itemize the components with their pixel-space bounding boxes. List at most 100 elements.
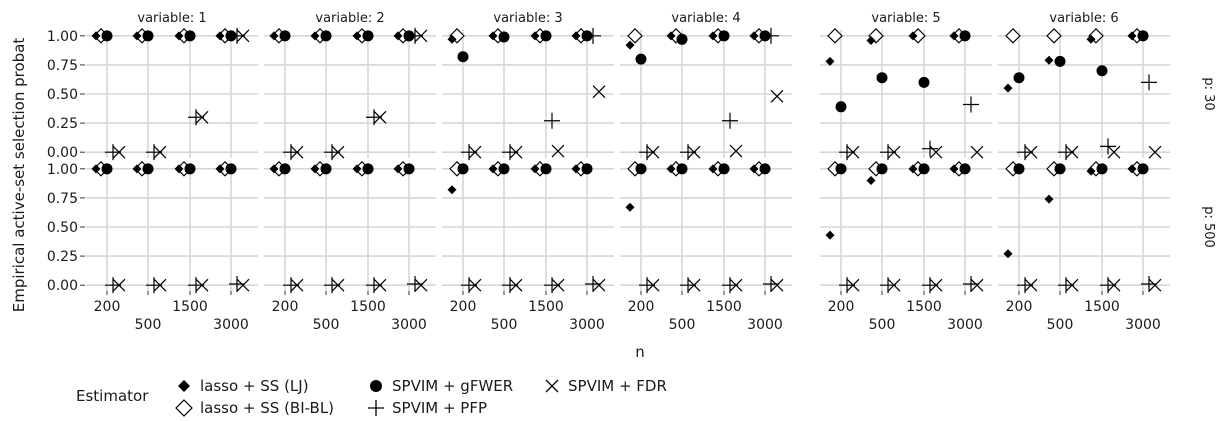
point-spvim-gfwer: [1096, 163, 1108, 175]
point-lasso-ss-lj: [1003, 249, 1013, 259]
point-spvim-gfwer: [1013, 163, 1025, 175]
point-spvim-fdr: [551, 278, 565, 292]
point-spvim-fdr: [592, 85, 606, 99]
point-lasso-ss-lj: [749, 164, 759, 174]
point-spvim-fdr: [290, 145, 304, 159]
point-lasso-ss-lj: [1086, 166, 1096, 176]
point-lasso-ss-lj: [625, 40, 635, 50]
point-spvim-fdr: [414, 278, 428, 292]
point-lasso-ss-lj: [215, 164, 225, 174]
point-lasso-ss-lj: [908, 31, 918, 41]
legend-item-spvim-gfwer: SPVIM + gFWER: [366, 376, 513, 396]
point-spvim-fdr: [970, 278, 984, 292]
point-spvim-fdr: [1065, 278, 1079, 292]
legend-item-lasso-bibl: lasso + SS (BI-BL): [174, 398, 334, 418]
point-spvim-fdr: [236, 29, 250, 43]
point-lasso-ss-lj: [749, 31, 759, 41]
x-tick-label: 200: [828, 299, 855, 315]
point-lasso-ss-lj: [949, 164, 959, 174]
point-spvim-fdr: [729, 144, 743, 158]
point-spvim-fdr: [929, 278, 943, 292]
x-tick-label: 500: [869, 317, 896, 333]
facet-row-label: p: 30: [1201, 77, 1216, 110]
point-lasso-ss-lj: [666, 164, 676, 174]
point-spvim-fdr: [1065, 145, 1079, 159]
x-tick-label: 1500: [528, 299, 564, 315]
point-spvim-gfwer: [362, 163, 374, 175]
legend-label: SPVIM + PFP: [392, 399, 488, 417]
point-lasso-ss-lj: [488, 31, 498, 41]
point-lasso-ss-lj: [530, 31, 540, 41]
point-spvim-gfwer: [676, 163, 688, 175]
point-spvim-fdr: [153, 145, 167, 159]
point-spvim-pfp: [963, 96, 979, 113]
point-spvim-gfwer: [101, 30, 113, 42]
point-spvim-fdr: [887, 278, 901, 292]
point-spvim-fdr: [687, 145, 701, 159]
legend-label: lasso + SS (BI-BL): [200, 399, 335, 417]
y-tick-label: 0.00: [47, 145, 78, 161]
x-tick-label: 3000: [1125, 317, 1161, 333]
x-tick-label: 1500: [1084, 299, 1120, 315]
point-spvim-fdr: [592, 278, 606, 292]
point-spvim-gfwer: [362, 30, 374, 42]
legend-label: lasso + SS (LJ): [200, 377, 309, 395]
point-spvim-fdr: [373, 110, 387, 124]
point-lasso-ss-lj: [866, 35, 876, 45]
point-lasso-ss-lj: [530, 164, 540, 174]
point-lasso-ss-lj: [1003, 83, 1013, 93]
point-spvim-gfwer: [635, 53, 647, 65]
point-spvim-fdr: [1148, 145, 1162, 159]
point-lasso-ss-lj: [825, 230, 835, 240]
point-lasso-ss-lj: [447, 34, 457, 44]
y-tick-label: 0.75: [47, 58, 78, 74]
x-tick-label: 200: [1006, 299, 1033, 315]
point-lasso-ss-lj: [269, 31, 279, 41]
x-axis-title: n: [635, 343, 645, 361]
legend: Estimator lasso + SS (LJ) lasso + SS (BI…: [76, 376, 776, 420]
x-tick-label: 500: [1047, 317, 1074, 333]
point-spvim-gfwer: [142, 30, 154, 42]
point-spvim-pfp: [585, 27, 601, 44]
x-tick-label: 3000: [747, 317, 783, 333]
point-lasso-ss-lj: [1086, 34, 1096, 44]
y-axis-title: Empirical active-set selection probat: [10, 38, 28, 313]
x-tick-label: 1500: [172, 299, 208, 315]
y-tick-label: 0.75: [47, 191, 78, 207]
point-spvim-gfwer: [1054, 55, 1066, 67]
point-spvim-fdr: [846, 145, 860, 159]
x-tick-label: 1500: [706, 299, 742, 315]
point-spvim-fdr: [195, 110, 209, 124]
point-spvim-gfwer: [457, 163, 469, 175]
point-spvim-gfwer: [540, 163, 552, 175]
x-tick-label: 1500: [350, 299, 386, 315]
point-lasso-ss-lj: [866, 175, 876, 185]
point-spvim-fdr: [236, 278, 250, 292]
point-lasso-ss-lj: [488, 164, 498, 174]
point-spvim-fdr: [153, 278, 167, 292]
x-tick-label: 200: [450, 299, 477, 315]
point-spvim-gfwer: [876, 72, 888, 84]
point-spvim-fdr: [290, 278, 304, 292]
point-spvim-fdr: [1024, 278, 1038, 292]
point-lasso-ss-bi-bl: [627, 28, 643, 44]
point-spvim-fdr: [729, 278, 743, 292]
x-tick-label: 500: [135, 317, 162, 333]
point-spvim-gfwer: [498, 31, 510, 43]
point-spvim-gfwer: [676, 33, 688, 45]
point-spvim-gfwer: [635, 163, 647, 175]
point-spvim-fdr: [414, 29, 428, 43]
point-spvim-fdr: [929, 145, 943, 159]
point-lasso-ss-lj: [1127, 31, 1137, 41]
point-lasso-ss-lj: [269, 164, 279, 174]
point-spvim-gfwer: [1137, 30, 1149, 42]
point-spvim-fdr: [687, 278, 701, 292]
point-lasso-ss-bi-bl: [1005, 28, 1021, 44]
point-spvim-gfwer: [759, 163, 771, 175]
point-spvim-pfp: [1141, 74, 1157, 91]
point-lasso-ss-lj: [708, 164, 718, 174]
point-spvim-fdr: [195, 278, 209, 292]
legend-title: Estimator: [76, 387, 149, 405]
point-spvim-pfp: [763, 27, 779, 44]
point-spvim-gfwer: [918, 163, 930, 175]
